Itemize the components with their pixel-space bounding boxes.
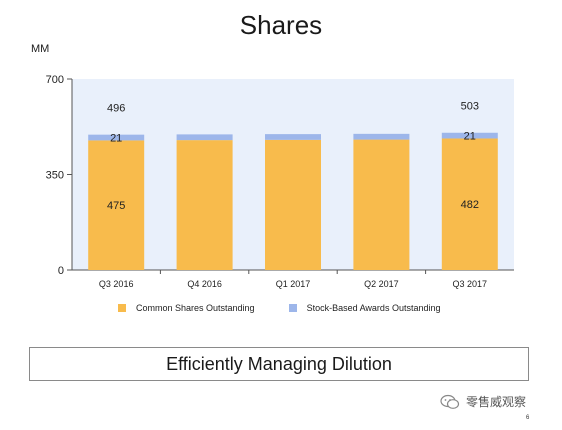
chart-legend: Common Shares Outstanding Stock-Based Aw…	[118, 303, 440, 313]
bar-awards	[353, 133, 410, 140]
y-tick-label: 0	[58, 265, 64, 277]
legend-item-awards: Stock-Based Awards Outstanding	[288, 303, 441, 313]
callout-text: Efficiently Managing Dilution	[166, 353, 392, 374]
legend-label-awards: Stock-Based Awards Outstanding	[306, 303, 441, 313]
slide-title: Shares	[239, 10, 323, 40]
watermark: 零售威观察	[440, 393, 526, 410]
data-label-common: 482	[461, 199, 479, 211]
legend-swatch-awards	[288, 304, 297, 312]
data-label-total: 503	[461, 100, 479, 112]
data-label-awards: 21	[464, 131, 476, 143]
legend-label-common: Common Shares Outstanding	[136, 303, 255, 313]
y-axis-unit-label: MM	[31, 43, 50, 55]
stacked-bar-chart: 0 350 700 Q3 2016 Q4 2016 Q1 2017 Q2 2017 Q3 20…	[46, 74, 514, 289]
bar-awards	[88, 134, 145, 141]
y-tick-label: 700	[46, 74, 64, 86]
callout-box: Efficiently Managing Dilution	[29, 347, 529, 381]
wechat-icon	[440, 394, 460, 409]
page-number: 6	[526, 415, 530, 421]
bar-common	[88, 140, 145, 270]
x-tick-label: Q4 2016	[187, 279, 222, 289]
bar-awards	[176, 134, 233, 141]
watermark-text: 零售威观察	[466, 395, 527, 409]
legend-swatch-common	[118, 304, 126, 312]
bar-awards	[441, 132, 498, 139]
bar-common	[441, 138, 498, 270]
x-tick-label: Q3 2016	[99, 279, 134, 289]
bar-common	[265, 139, 321, 270]
x-tick-label: Q2 2017	[364, 279, 399, 289]
data-label-total: 496	[107, 102, 125, 114]
data-label-awards: 21	[110, 133, 122, 145]
data-label-common: 475	[107, 200, 125, 212]
x-tick-label: Q3 2017	[453, 279, 488, 289]
legend-item-common: Common Shares Outstanding	[118, 303, 255, 313]
bar-common	[176, 140, 233, 270]
bar-common	[353, 139, 410, 270]
x-tick-label: Q1 2017	[276, 279, 311, 289]
bar-awards	[265, 134, 321, 140]
y-tick-label: 350	[46, 170, 64, 182]
